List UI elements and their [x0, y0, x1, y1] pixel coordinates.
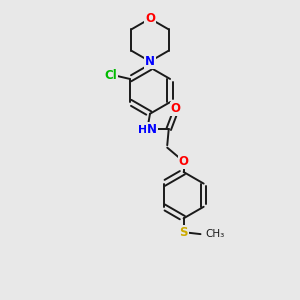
- Text: H: H: [138, 125, 147, 135]
- Text: O: O: [171, 103, 181, 116]
- Text: O: O: [145, 12, 155, 25]
- Text: S: S: [179, 226, 188, 239]
- Text: N: N: [145, 55, 155, 68]
- Text: N: N: [147, 123, 157, 136]
- Text: Cl: Cl: [104, 70, 117, 83]
- Text: CH₃: CH₃: [206, 229, 225, 239]
- Text: O: O: [178, 155, 189, 168]
